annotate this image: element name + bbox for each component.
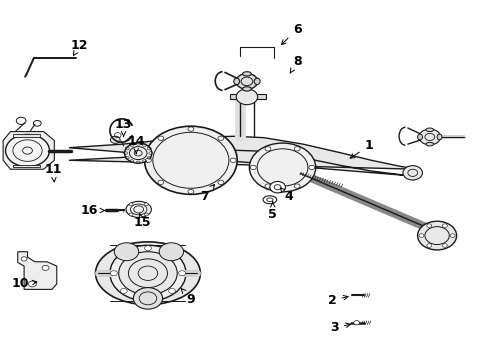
Circle shape	[28, 281, 36, 287]
Circle shape	[417, 221, 456, 250]
Circle shape	[21, 257, 27, 261]
Circle shape	[144, 296, 151, 301]
Text: 11: 11	[44, 163, 62, 182]
Text: 2: 2	[327, 294, 347, 307]
Circle shape	[187, 127, 193, 131]
Ellipse shape	[436, 134, 441, 140]
Ellipse shape	[126, 201, 151, 217]
Circle shape	[110, 245, 185, 301]
Circle shape	[114, 243, 139, 261]
Ellipse shape	[425, 128, 433, 132]
Circle shape	[353, 320, 359, 325]
Circle shape	[120, 288, 127, 293]
Circle shape	[449, 234, 454, 237]
Circle shape	[264, 184, 270, 188]
Ellipse shape	[242, 87, 251, 91]
Circle shape	[144, 203, 148, 206]
Circle shape	[187, 189, 193, 194]
Circle shape	[159, 243, 183, 261]
Polygon shape	[69, 136, 417, 176]
Text: 8: 8	[289, 55, 301, 73]
Circle shape	[294, 147, 300, 151]
Circle shape	[236, 73, 257, 89]
Ellipse shape	[425, 142, 433, 146]
Circle shape	[426, 224, 431, 228]
Circle shape	[308, 165, 314, 170]
Polygon shape	[18, 252, 57, 289]
Ellipse shape	[233, 78, 239, 85]
Circle shape	[236, 89, 257, 105]
Circle shape	[418, 234, 423, 237]
Circle shape	[129, 203, 133, 206]
Circle shape	[124, 143, 152, 163]
Text: 15: 15	[133, 213, 150, 229]
Circle shape	[294, 184, 300, 188]
Circle shape	[230, 158, 236, 162]
Text: 5: 5	[268, 202, 277, 221]
Text: 13: 13	[115, 118, 132, 136]
Circle shape	[168, 288, 175, 293]
Circle shape	[178, 271, 185, 276]
Circle shape	[418, 129, 440, 145]
Text: 14: 14	[127, 135, 145, 153]
Text: 16: 16	[81, 204, 104, 217]
Circle shape	[249, 143, 315, 192]
Circle shape	[144, 126, 237, 194]
Circle shape	[269, 181, 285, 193]
Circle shape	[119, 252, 177, 295]
Polygon shape	[13, 134, 40, 137]
Text: 10: 10	[11, 278, 37, 291]
Circle shape	[129, 213, 133, 216]
Polygon shape	[229, 94, 266, 99]
Circle shape	[110, 271, 117, 276]
Circle shape	[144, 213, 148, 216]
Circle shape	[120, 253, 127, 258]
Circle shape	[158, 180, 163, 184]
Text: 12: 12	[71, 39, 88, 55]
Circle shape	[133, 288, 162, 309]
Circle shape	[264, 147, 270, 151]
Ellipse shape	[95, 242, 200, 305]
Ellipse shape	[417, 134, 422, 140]
Circle shape	[442, 224, 447, 228]
Circle shape	[426, 244, 431, 247]
Circle shape	[402, 166, 422, 180]
Circle shape	[42, 265, 49, 270]
Text: 7: 7	[200, 184, 214, 203]
Ellipse shape	[263, 196, 276, 204]
Circle shape	[250, 165, 256, 170]
Ellipse shape	[254, 78, 260, 85]
Polygon shape	[3, 132, 54, 169]
Circle shape	[218, 180, 224, 184]
Circle shape	[442, 244, 447, 247]
Circle shape	[144, 246, 151, 251]
Circle shape	[168, 253, 175, 258]
Polygon shape	[13, 165, 40, 167]
Circle shape	[218, 136, 224, 140]
Circle shape	[158, 136, 163, 140]
Text: 1: 1	[349, 139, 372, 158]
Circle shape	[5, 134, 49, 167]
Text: 6: 6	[281, 23, 301, 45]
Circle shape	[110, 136, 120, 143]
Ellipse shape	[242, 72, 251, 76]
Text: 9: 9	[181, 289, 195, 306]
Text: 4: 4	[280, 188, 292, 203]
Circle shape	[145, 158, 151, 162]
Text: 3: 3	[330, 321, 350, 334]
